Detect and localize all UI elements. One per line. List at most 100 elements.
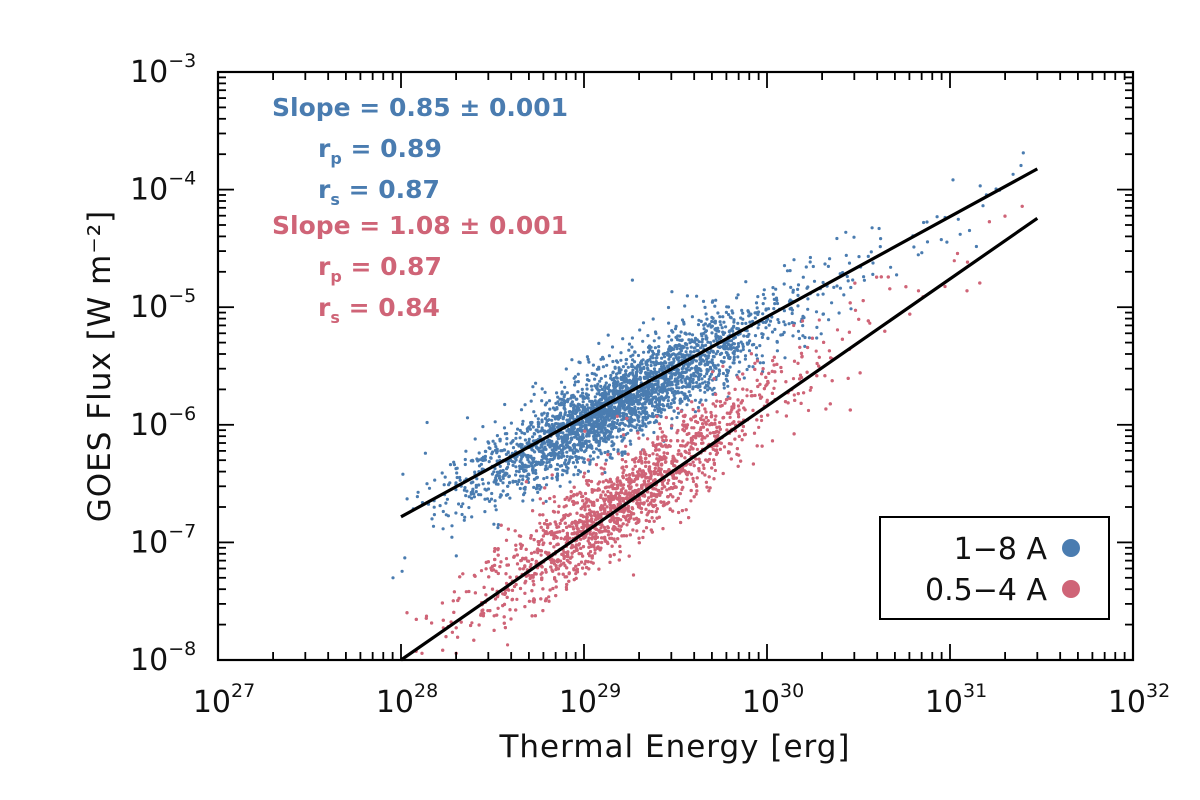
- data-point: [695, 447, 700, 451]
- data-point: [689, 345, 693, 349]
- data-point: [641, 358, 645, 362]
- data-point: [603, 426, 607, 430]
- data-point: [710, 358, 714, 362]
- data-point: [561, 431, 565, 435]
- data-point: [530, 448, 534, 452]
- data-point: [553, 408, 557, 412]
- data-point: [672, 482, 676, 486]
- data-point: [739, 316, 743, 320]
- data-point: [661, 352, 665, 356]
- data-point: [740, 429, 744, 433]
- data-point: [515, 442, 519, 446]
- data-point: [655, 356, 659, 360]
- data-point: [522, 493, 526, 497]
- data-point: [655, 386, 659, 390]
- data-point: [767, 371, 771, 375]
- data-point: [611, 435, 615, 439]
- data-point: [471, 480, 475, 484]
- data-point: [624, 369, 628, 373]
- data-point: [547, 595, 551, 599]
- data-point: [692, 371, 696, 376]
- data-point: [695, 384, 700, 388]
- data-point: [732, 346, 736, 350]
- data-point: [791, 290, 795, 294]
- data-point: [773, 327, 777, 331]
- data-point: [716, 363, 720, 367]
- data-point: [636, 398, 640, 403]
- data-point: [481, 425, 485, 429]
- data-point: [714, 337, 718, 341]
- data-point: [585, 373, 589, 377]
- data-point: [671, 398, 675, 402]
- data-point: [553, 500, 557, 504]
- data-point: [684, 381, 688, 385]
- data-point: [467, 506, 471, 510]
- data-point: [632, 402, 636, 406]
- data-point: [697, 431, 701, 435]
- data-point: [501, 476, 505, 480]
- data-point: [559, 380, 564, 384]
- data-point: [531, 460, 535, 464]
- data-point: [425, 420, 429, 425]
- data-point: [572, 430, 576, 435]
- data-point: [578, 411, 583, 416]
- data-point: [741, 387, 745, 391]
- data-point: [727, 339, 732, 343]
- data-point: [711, 370, 715, 374]
- data-point: [621, 438, 625, 442]
- data-point: [520, 422, 525, 426]
- data-point: [801, 324, 805, 328]
- data-point: [736, 355, 740, 359]
- data-point: [703, 390, 707, 394]
- data-point: [689, 350, 693, 354]
- data-point: [577, 468, 581, 473]
- data-point: [823, 374, 827, 378]
- data-point: [764, 326, 768, 330]
- data-point: [515, 553, 519, 557]
- data-point: [784, 380, 788, 384]
- data-point: [440, 601, 444, 605]
- data-point: [663, 367, 667, 371]
- data-point: [547, 424, 551, 428]
- data-point: [572, 527, 576, 531]
- data-point: [543, 441, 547, 445]
- data-point: [826, 264, 831, 268]
- data-point: [507, 475, 511, 479]
- data-point: [628, 402, 632, 406]
- data-point: [808, 388, 812, 392]
- data-point: [527, 437, 531, 441]
- data-point: [705, 485, 709, 489]
- data-point: [519, 408, 524, 412]
- data-point: [714, 392, 718, 396]
- data-point: [543, 456, 547, 460]
- data-point: [666, 399, 670, 403]
- data-point: [629, 428, 633, 432]
- data-point: [613, 365, 617, 369]
- data-point: [868, 321, 872, 325]
- data-point: [617, 366, 621, 370]
- data-point: [579, 394, 583, 398]
- data-point: [701, 299, 706, 303]
- data-point: [659, 361, 663, 365]
- data-point: [701, 463, 705, 467]
- data-point: [609, 405, 613, 409]
- data-point: [552, 510, 557, 514]
- data-point: [520, 462, 525, 466]
- data-point: [848, 408, 852, 412]
- data-point: [588, 454, 593, 458]
- data-point: [539, 553, 543, 557]
- data-point: [697, 318, 701, 322]
- data-point: [391, 576, 395, 580]
- data-point: [593, 395, 597, 399]
- data-point: [651, 396, 655, 401]
- data-point: [564, 367, 568, 371]
- data-point: [697, 378, 701, 382]
- data-point: [515, 482, 520, 486]
- data-point: [620, 453, 624, 457]
- data-point: [493, 420, 497, 424]
- data-point: [577, 360, 581, 364]
- data-point: [632, 393, 636, 397]
- data-point: [562, 554, 566, 558]
- data-point: [663, 460, 668, 464]
- data-point: [562, 401, 567, 405]
